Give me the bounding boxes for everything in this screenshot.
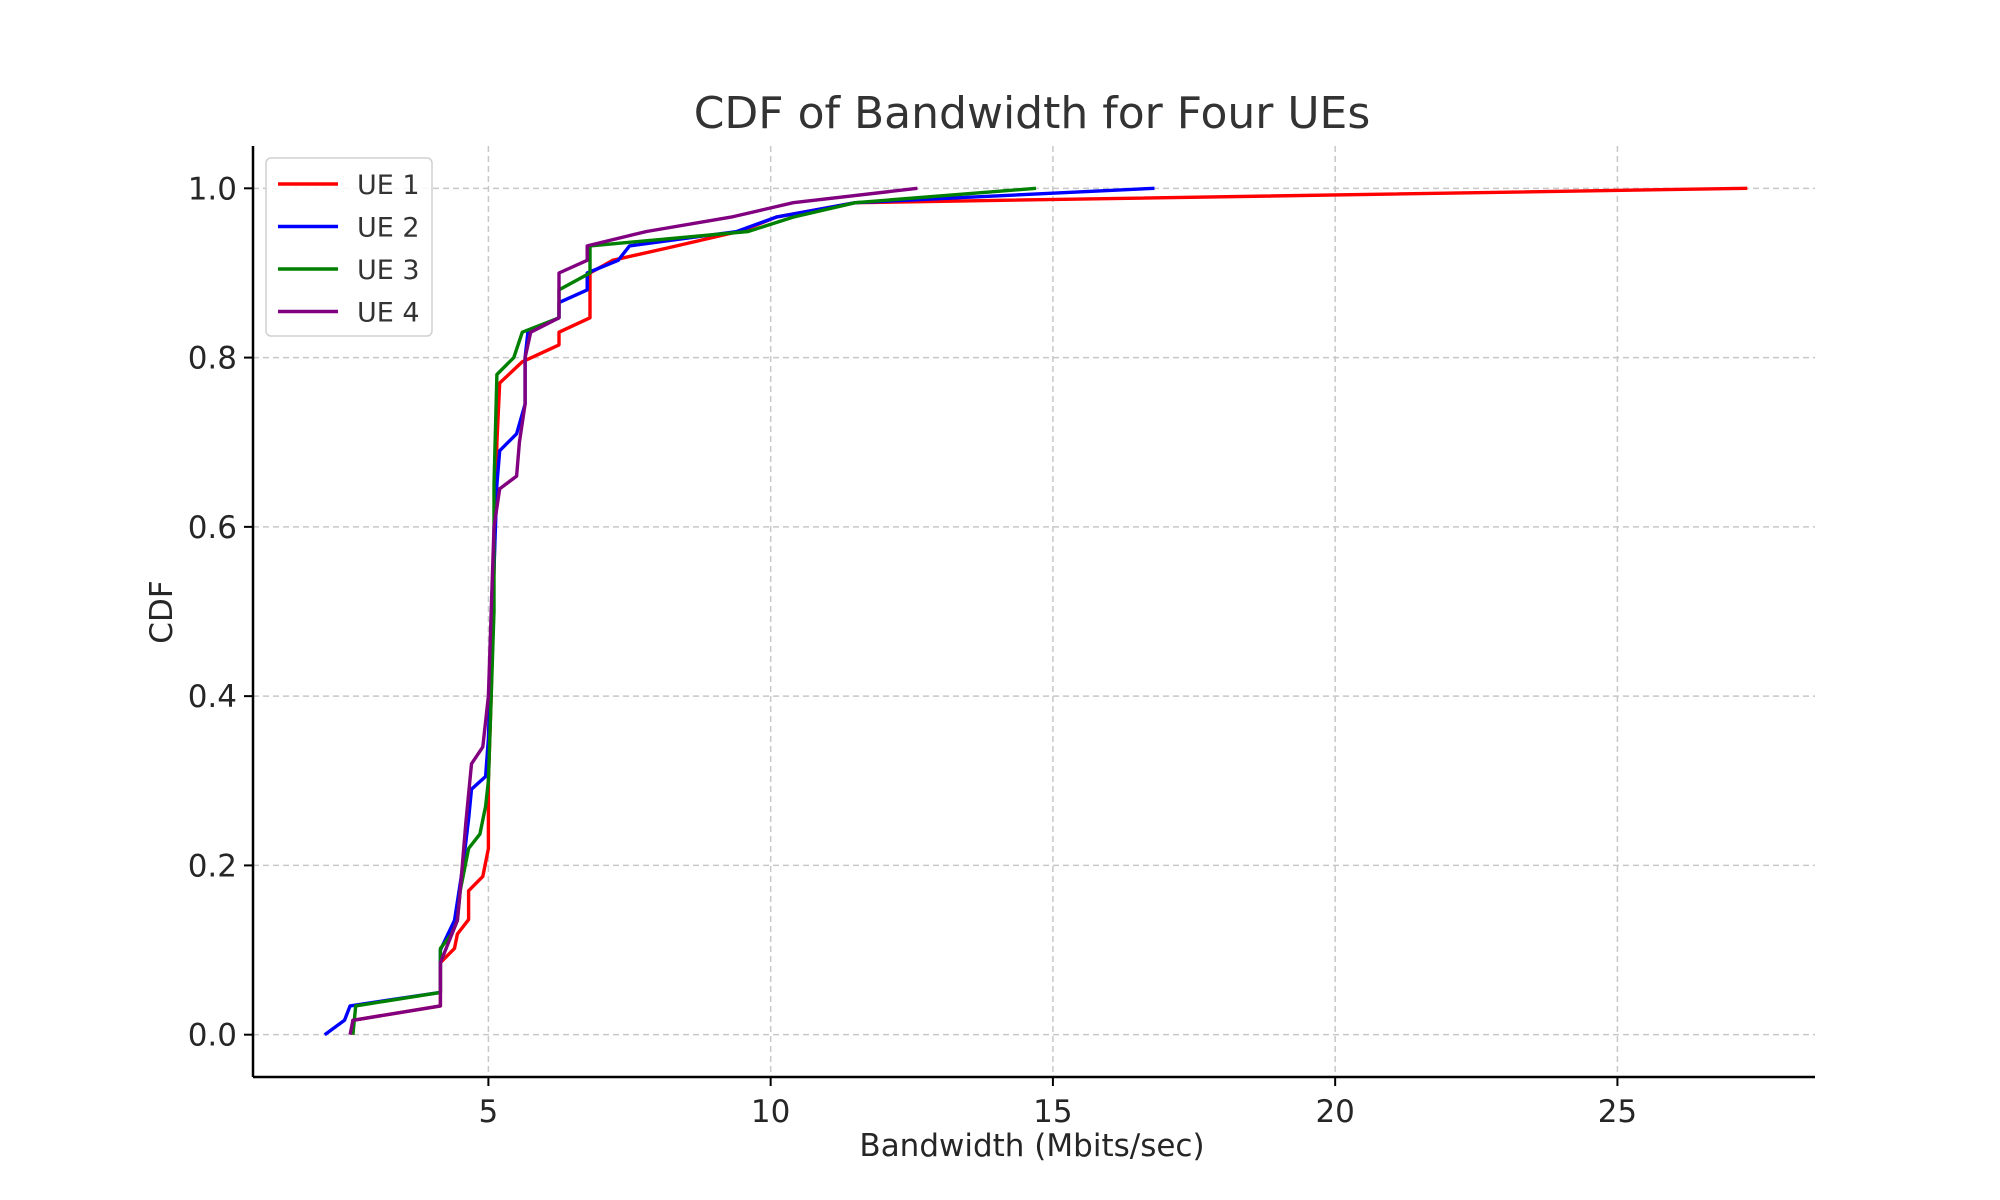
legend-label-ue-3: UE 3 (357, 255, 420, 286)
y-tick-label: 0.2 (188, 848, 237, 884)
x-tick-label: 5 (479, 1094, 499, 1130)
x-tick-label: 15 (1033, 1094, 1072, 1130)
y-tick-label: 0.6 (188, 510, 237, 546)
y-axis-label: CDF (144, 580, 180, 643)
x-tick-label: 10 (751, 1094, 790, 1130)
legend-label-ue-4: UE 4 (357, 298, 420, 329)
ticks-layer: 5 10 15 20 25 0.0 0.2 0.4 0.6 0.8 1.0 (188, 171, 1637, 1130)
y-tick-label: 1.0 (188, 171, 237, 207)
axes-layer (251, 146, 1815, 1079)
legend-label-ue-1: UE 1 (357, 170, 420, 201)
grid-layer (253, 146, 1815, 1077)
series-line-ue-1 (351, 186, 1748, 1035)
series-line-ue-4 (348, 186, 918, 1036)
legend: UE 1 UE 2 UE 3 UE 4 (265, 157, 433, 337)
chart-title: CDF of Bandwidth for Four UEs (694, 88, 1371, 139)
y-tick-label: 0.4 (188, 679, 237, 715)
legend-box (265, 157, 433, 337)
series-layer (323, 186, 1748, 1037)
series-line-ue-2 (323, 186, 1155, 1037)
y-tick-label: 0.8 (188, 341, 237, 377)
x-tick-label: 25 (1598, 1094, 1637, 1130)
y-tick-label: 0.0 (188, 1018, 237, 1054)
x-axis-label: Bandwidth (Mbits/sec) (859, 1128, 1204, 1164)
x-tick-label: 20 (1315, 1094, 1354, 1130)
legend-label-ue-2: UE 2 (357, 213, 420, 244)
